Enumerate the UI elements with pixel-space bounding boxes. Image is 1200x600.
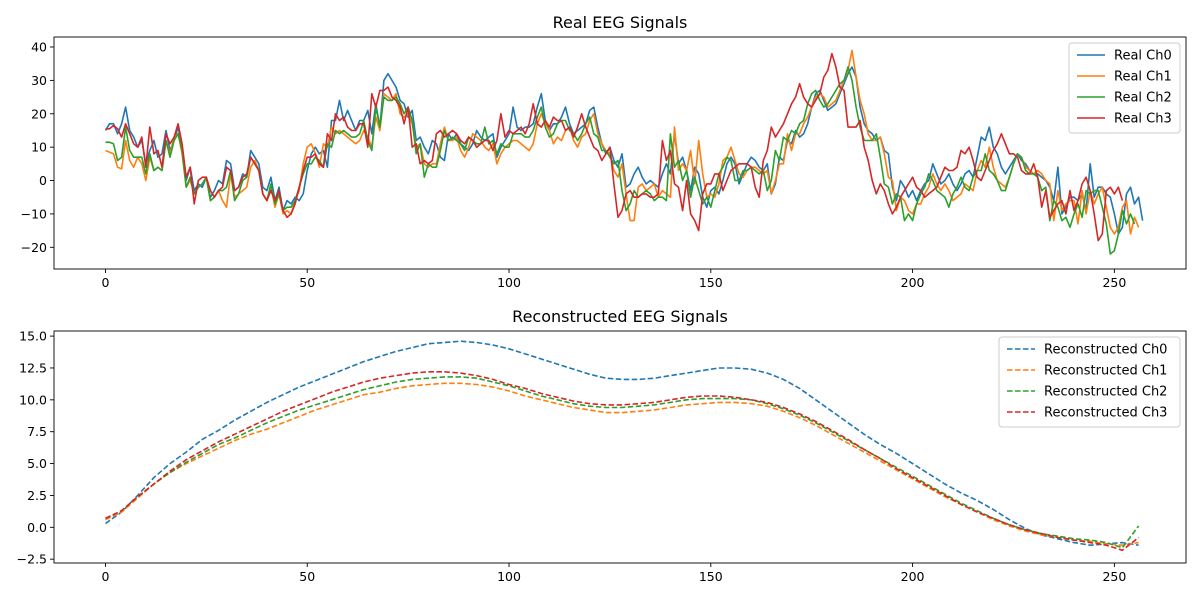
- x-tick-label: 250: [1102, 275, 1126, 290]
- x-tick-label: 200: [901, 275, 925, 290]
- y-tick-label: −10: [21, 206, 47, 221]
- y-tick-label: 0: [39, 173, 47, 188]
- chart-title: Real EEG Signals: [553, 13, 688, 32]
- y-tick-label: 0.0: [27, 520, 47, 535]
- legend-label-0: Real Ch0: [1114, 49, 1172, 64]
- y-tick-label: 20: [31, 106, 47, 121]
- y-tick-label: 10: [31, 140, 47, 155]
- legend-label-2: Real Ch2: [1114, 91, 1172, 106]
- chart-panel: Reconstructed EEG Signals 0 50 100 150 200 250…: [17, 307, 1187, 584]
- legend-box: [998, 336, 1181, 428]
- chart-panel: Real EEG Signals 0 50 100 150 200 250 −20 −10 0 10…: [21, 13, 1187, 290]
- series-line-0: [104, 66, 1144, 235]
- series-line-2: [105, 376, 1140, 549]
- series-line-0: [105, 340, 1139, 547]
- x-tick-label: 0: [101, 569, 109, 584]
- chart-title: Reconstructed EEG Signals: [512, 307, 728, 326]
- legend-box: [1068, 42, 1181, 134]
- x-tick-label: 100: [497, 275, 521, 290]
- y-tick-label: 10.0: [19, 392, 47, 407]
- y-tick-label: −20: [21, 240, 47, 255]
- series-group: [104, 49, 1144, 255]
- y-tick-label: 5.0: [27, 456, 47, 471]
- series-group: [105, 340, 1140, 552]
- y-tick-label: 40: [31, 40, 47, 55]
- legend-label-3: Reconstructed Ch3: [1044, 406, 1167, 421]
- legend-label-1: Real Ch1: [1114, 70, 1172, 85]
- legend-label-0: Reconstructed Ch0: [1044, 343, 1167, 358]
- x-tick-label: 150: [699, 569, 723, 584]
- x-tick-label: 50: [299, 569, 315, 584]
- series-line-2: [105, 66, 1136, 255]
- x-tick-label: 250: [1102, 569, 1126, 584]
- y-tick-label: 12.5: [19, 360, 47, 375]
- x-tick-label: 100: [497, 569, 521, 584]
- y-tick-label: 7.5: [27, 424, 47, 439]
- legend: Real Ch0 Real Ch1 Real Ch2 Real Ch3: [1068, 42, 1181, 134]
- series-line-3: [105, 52, 1124, 242]
- x-tick-label: 50: [299, 275, 315, 290]
- y-tick-label: −2.5: [17, 552, 47, 567]
- legend-label-1: Reconstructed Ch1: [1044, 364, 1167, 379]
- legend-label-2: Reconstructed Ch2: [1044, 385, 1167, 400]
- legend-label-3: Real Ch3: [1114, 112, 1172, 127]
- y-tick-label: 15.0: [19, 329, 47, 344]
- legend: Reconstructed Ch0 Reconstructed Ch1 Recons…: [998, 336, 1181, 428]
- axes-frame: [53, 36, 1187, 270]
- y-tick-label: 2.5: [27, 488, 47, 503]
- x-tick-label: 150: [699, 275, 723, 290]
- series-line-3: [105, 370, 1140, 552]
- axes-frame: [53, 330, 1187, 564]
- x-tick-label: 0: [101, 275, 109, 290]
- y-tick-label: 30: [31, 73, 47, 88]
- x-tick-label: 200: [901, 569, 925, 584]
